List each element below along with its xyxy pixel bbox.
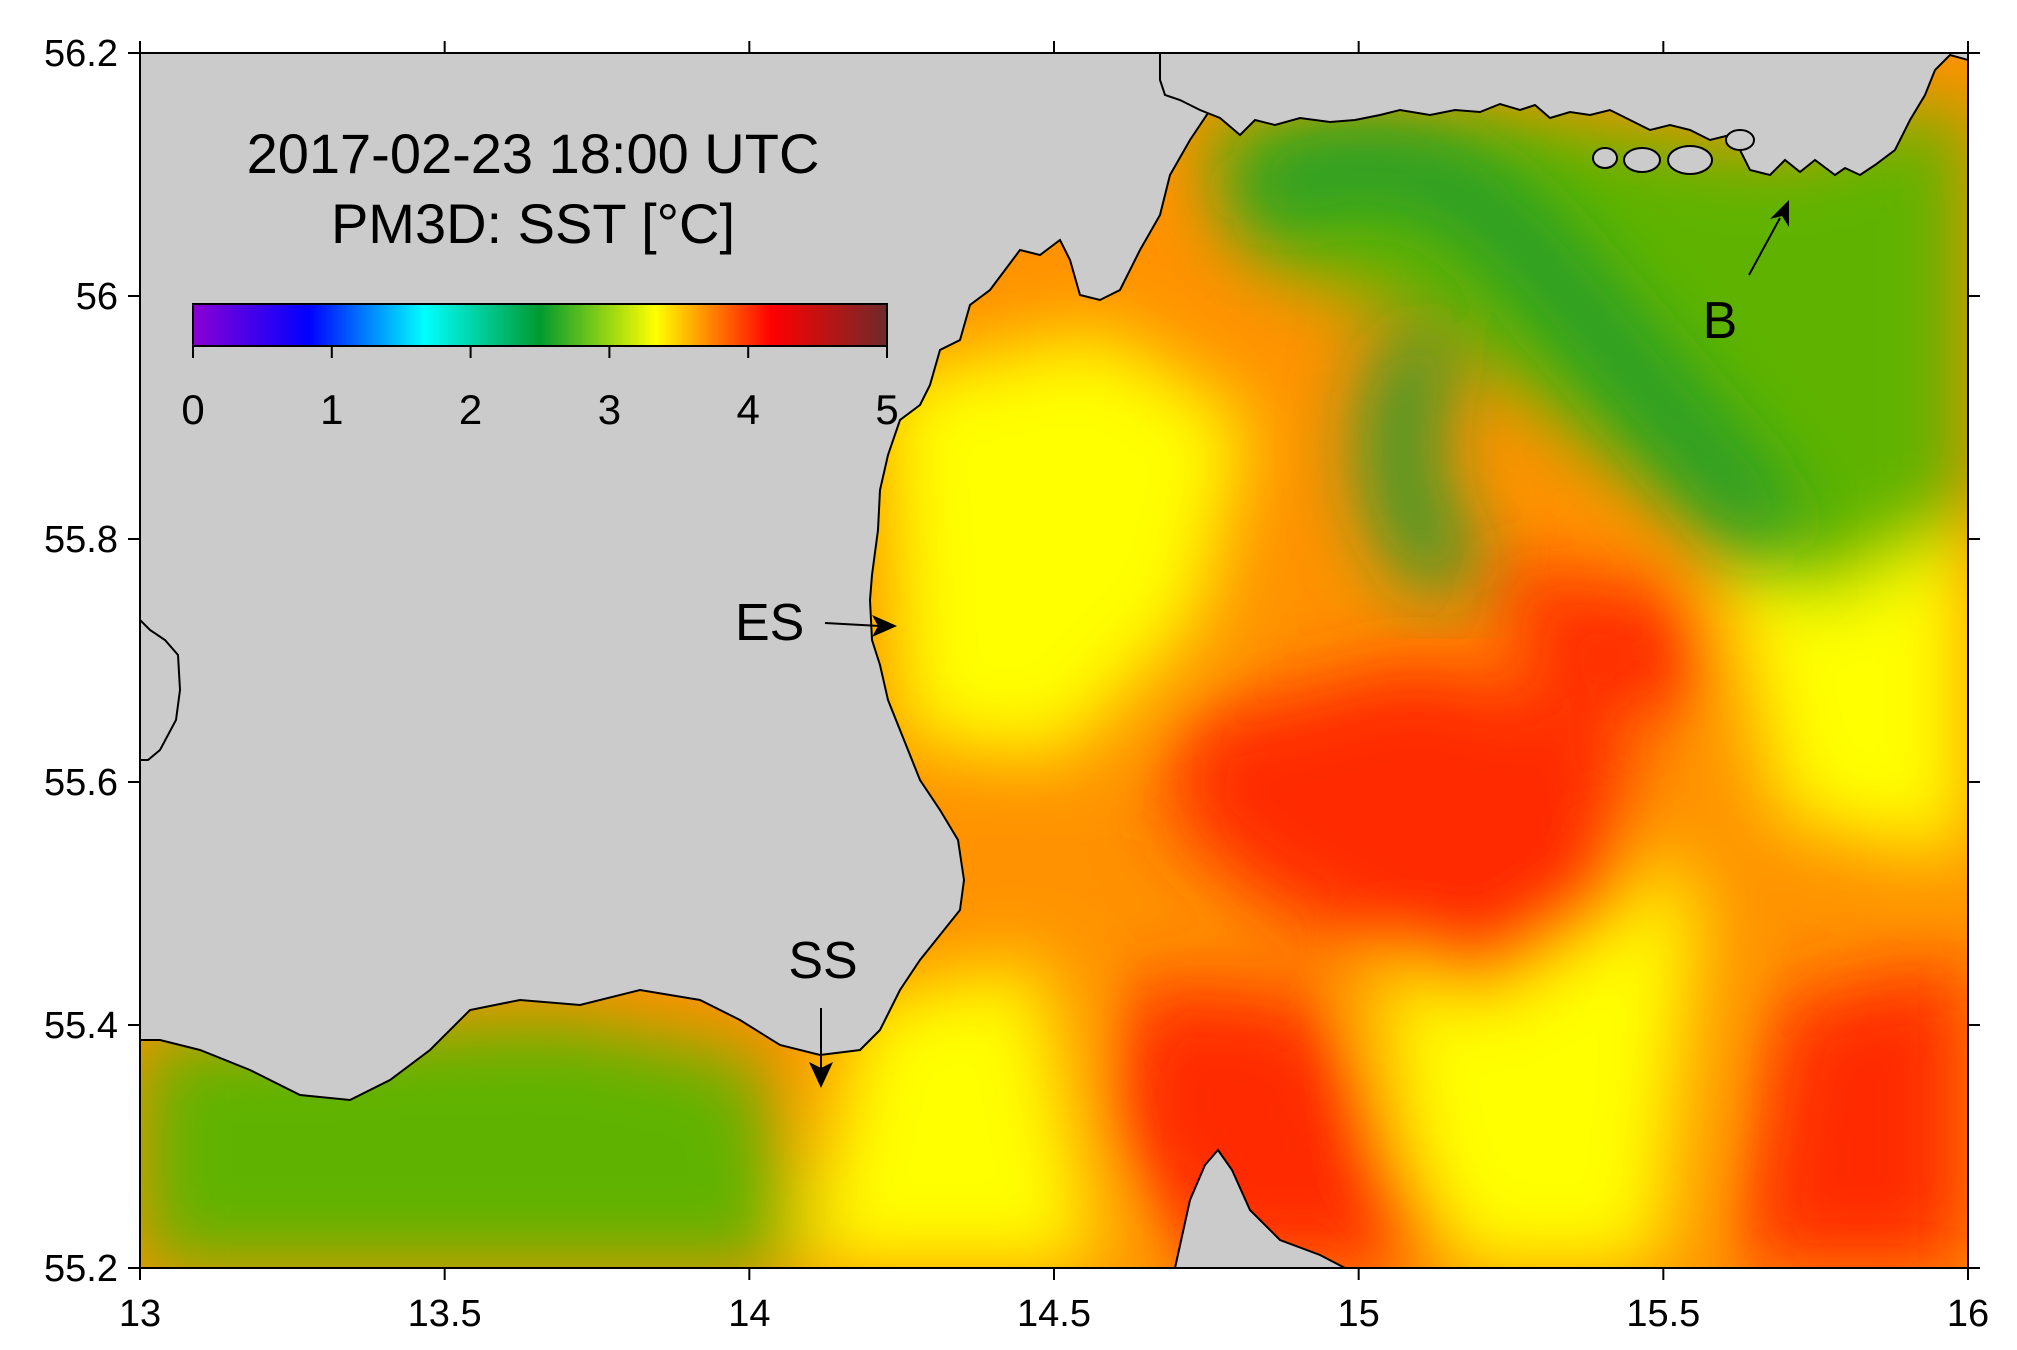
colorbar-tick-label: 3	[598, 386, 621, 433]
colorbar-tick-label: 1	[320, 386, 343, 433]
archipelago-island	[1623, 147, 1661, 173]
annotation-b-label: B	[1703, 292, 1738, 350]
y-tick-label: 56.2	[44, 33, 118, 75]
cold-plume	[1235, 130, 1795, 555]
y-tick-label: 56	[76, 276, 118, 318]
colorbar-tick-label: 5	[875, 386, 898, 433]
y-axis: 56.2 56 55.8 55.6 55.4 55.2	[44, 33, 1980, 1290]
land-south-peninsula	[1173, 1148, 1346, 1268]
annotation-b-arrowhead	[1770, 200, 1789, 227]
sst-red-zone	[1170, 660, 1640, 1000]
colorbar-ticks: 0 1 2 3 4 5	[181, 346, 899, 433]
sst-yellow-zone	[1720, 520, 1968, 860]
annotation-es-label: ES	[735, 594, 804, 652]
colorbar-tick-label: 0	[181, 386, 204, 433]
plume-tongue	[1363, 325, 1475, 595]
x-tick-label: 14	[728, 1293, 770, 1335]
x-tick-label: 14.5	[1017, 1293, 1091, 1335]
sst-cold-plume	[1235, 130, 1795, 595]
x-tick-label: 15	[1338, 1293, 1380, 1335]
colorbar-tick-label: 2	[459, 386, 482, 433]
map-title-date: 2017-02-23 18:00 UTC	[247, 122, 820, 185]
annotation-es-arrowhead	[872, 615, 897, 637]
annotation-b: B	[1703, 200, 1789, 350]
sst-red-zone	[1480, 560, 1720, 720]
annotation-ss: SS	[788, 932, 858, 1088]
annotation-es-arrow	[824, 622, 881, 627]
land-blekinge	[1159, 53, 1968, 177]
annotation-es: ES	[735, 594, 897, 652]
sst-red-zone	[1740, 960, 1968, 1268]
y-tick-label: 55.4	[44, 1005, 118, 1047]
sst-yellow-zone	[880, 330, 1250, 760]
map-title-variable: PM3D: SST [°C]	[331, 192, 735, 255]
x-tick-label: 15.5	[1626, 1293, 1700, 1335]
sst-red-zone	[1100, 980, 1460, 1268]
x-tick-label: 13.5	[408, 1293, 482, 1335]
archipelago-island	[1592, 147, 1618, 169]
x-tick-label: 16	[1947, 1293, 1989, 1335]
x-tick-label: 13	[119, 1293, 161, 1335]
archipelago-island	[1725, 129, 1755, 151]
land-west-island	[140, 618, 182, 761]
x-axis: 13 13.5 14 14.5 15 15.5 16	[119, 41, 1989, 1335]
annotation-ss-label: SS	[788, 932, 857, 990]
y-tick-label: 55.2	[44, 1248, 118, 1290]
annotation-b-arrow	[1748, 217, 1781, 276]
y-tick-label: 55.8	[44, 519, 118, 561]
colorbar-tick-label: 4	[737, 386, 760, 433]
annotation-ss-arrowhead	[809, 1062, 833, 1088]
colorbar	[192, 303, 888, 347]
archipelago-island	[1667, 145, 1713, 175]
sst-yellow-zone	[800, 960, 1100, 1268]
y-tick-label: 55.6	[44, 762, 118, 804]
